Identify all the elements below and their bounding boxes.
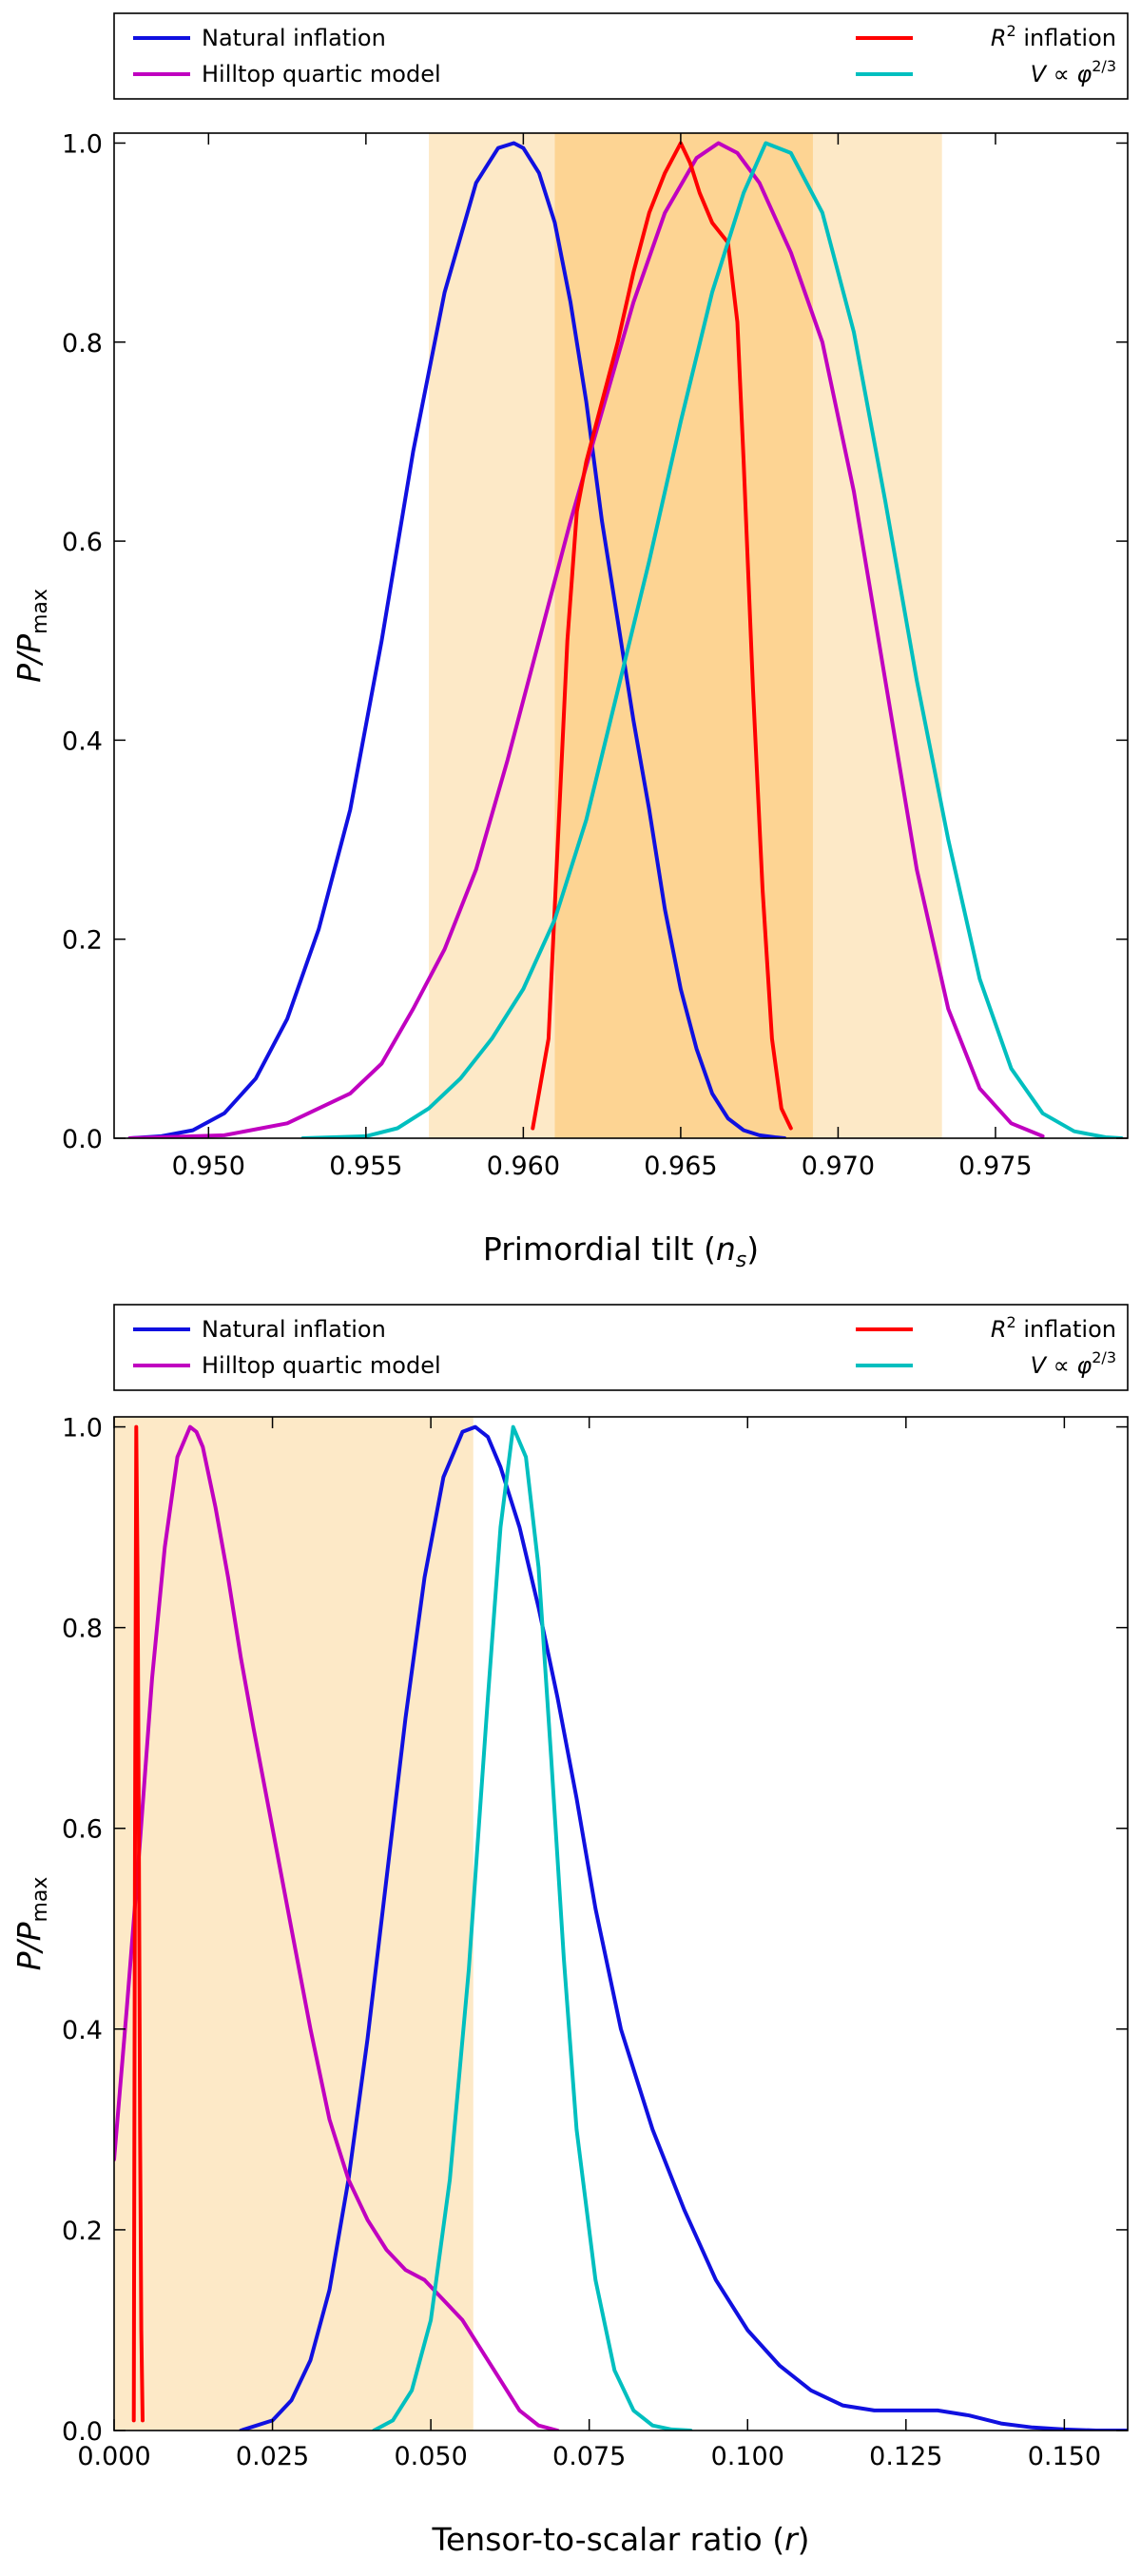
confidence-band-0 <box>114 1417 474 2431</box>
y-axis-label: P/Pmax <box>10 589 52 683</box>
series-line-natural <box>127 141 787 1138</box>
x-tick-label: 0.125 <box>869 2442 942 2471</box>
series-group <box>114 1424 1128 2431</box>
legend-label-phi23: V ∝ φ2/3 <box>1031 57 1116 87</box>
series-line-r2 <box>131 1424 145 2423</box>
legend-label-natural: Natural inflation <box>202 25 386 51</box>
x-tick-label: 0.970 <box>802 1152 875 1181</box>
legend-label-hilltop: Hilltop quartic model <box>202 1352 441 1379</box>
x-tick-label: 0.965 <box>644 1152 717 1181</box>
x-tick-label: 0.025 <box>236 2442 309 2471</box>
y-axis-label: P/Pmax <box>10 1877 52 1971</box>
y-tick-label: 0.8 <box>62 329 103 358</box>
x-axis-label: Primordial tilt (ns) <box>483 1230 759 1272</box>
x-tick-label: 0.000 <box>77 2442 150 2471</box>
series-line-phi23 <box>372 1424 693 2431</box>
y-tick-label: 0.4 <box>62 2016 103 2045</box>
y-tick-label: 0.2 <box>62 2217 103 2246</box>
panel-primordial-tilt: 0.950 0.955 0.960 0.965 0.970 0.975 0.0 0.2 0.4 0… <box>10 12 1129 1272</box>
confidence-band-1 <box>554 133 813 1138</box>
x-tick-label: 0.100 <box>711 2442 784 2471</box>
legend-label-hilltop: Hilltop quartic model <box>202 61 441 87</box>
series-line-phi23 <box>300 141 1124 1138</box>
x-tick-label: 0.950 <box>172 1152 245 1181</box>
series-group <box>127 141 1124 1138</box>
x-tick-label: 0.150 <box>1028 2442 1101 2471</box>
legend-label-r2: R2 inflation <box>991 1313 1116 1343</box>
y-tick-label: 0.0 <box>62 2417 103 2447</box>
legend-label-natural: Natural inflation <box>202 1316 386 1343</box>
y-tick-label: 0.2 <box>62 926 103 956</box>
series-line-hilltop <box>114 1424 560 2431</box>
y-tick-label: 0.6 <box>62 528 103 557</box>
y-tick-label: 1.0 <box>62 129 103 159</box>
x-tick-label: 0.955 <box>329 1152 402 1181</box>
x-tick-label: 0.075 <box>552 2442 626 2471</box>
x-tick-label: 0.050 <box>394 2442 467 2471</box>
panel-tensor-to-scalar: 0.000 0.025 0.050 0.075 0.100 0.125 0.150 0.0 0.… <box>10 1304 1129 2558</box>
y-tick-label: 0.0 <box>62 1125 103 1154</box>
y-tick-label: 1.0 <box>62 1414 103 1443</box>
x-axis-label: Tensor-to-scalar ratio (r) <box>431 2521 809 2558</box>
y-tick-label: 0.6 <box>62 1815 103 1845</box>
legend-label-r2: R2 inflation <box>991 22 1116 51</box>
plot-frame <box>113 1416 1129 2431</box>
legend-box <box>113 1304 1129 1391</box>
y-tick-label: 0.8 <box>62 1615 103 1644</box>
x-tick-label: 0.960 <box>487 1152 560 1181</box>
legend-box <box>113 12 1129 100</box>
legend-label-phi23: V ∝ φ2/3 <box>1031 1348 1116 1379</box>
series-line-natural <box>239 1424 1128 2431</box>
series-line-hilltop <box>127 141 1045 1138</box>
y-tick-label: 0.4 <box>62 726 103 756</box>
plot-frame <box>113 132 1129 1139</box>
x-tick-label: 0.975 <box>958 1152 1032 1181</box>
